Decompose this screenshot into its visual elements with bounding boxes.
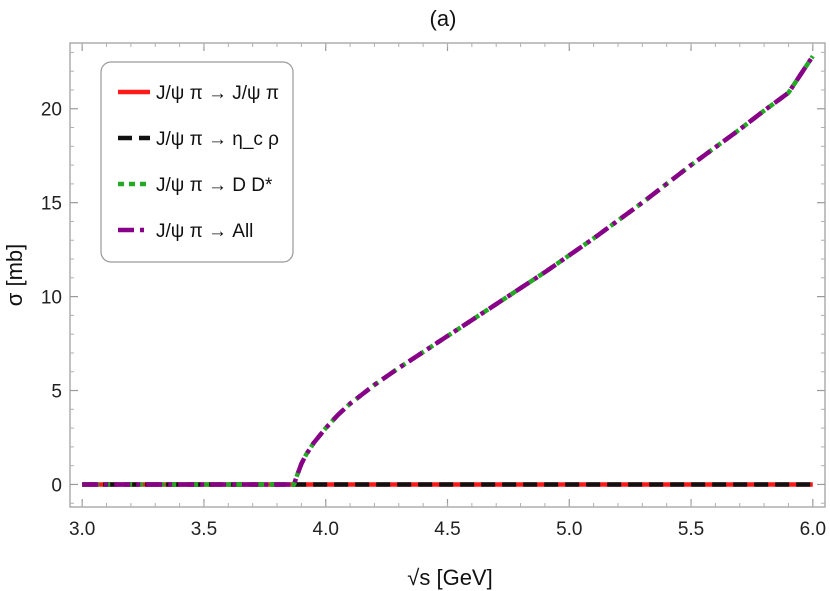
x-tick-label: 5.0 [556,519,582,540]
y-axis-label: σ [mb] [2,244,27,306]
x-tick-label: 6.0 [800,519,826,540]
legend-box [100,61,294,263]
x-tick-label: 3.5 [191,519,217,540]
x-tick-label: 4.5 [434,519,460,540]
x-axis-ticks: 3.0 3.5 4.0 4.5 5.0 5.5 6.0 [69,43,826,540]
legend-label-3: J/ψ π → D D* [156,175,273,196]
x-tick-label: 3.0 [69,519,95,540]
y-tick-label: 10 [41,288,62,309]
y-tick-label: 0 [51,475,62,496]
y-axis-ticks: 0 5 10 15 20 [41,51,825,504]
x-axis-label: √s [GeV] [407,565,492,590]
legend-label-2: J/ψ π → η_c ρ [156,129,279,150]
y-tick-label: 20 [41,100,62,121]
y-tick-label: 5 [51,382,62,403]
legend-label-1: J/ψ π → J/ψ π [156,83,279,104]
series-line-4 [82,54,815,487]
svg-text:√s [GeV]: √s [GeV] [407,565,492,590]
x-tick-label: 5.5 [678,519,704,540]
x-tick-label: 4.0 [313,519,339,540]
legend: J/ψ π → J/ψ π J/ψ π → η_c ρ J/ψ π → D D* J/… [100,61,294,263]
chart-title: (a) [430,6,457,31]
y-tick-label: 15 [41,194,62,215]
series-layer [82,54,815,487]
legend-label-4: J/ψ π → All [156,221,253,242]
